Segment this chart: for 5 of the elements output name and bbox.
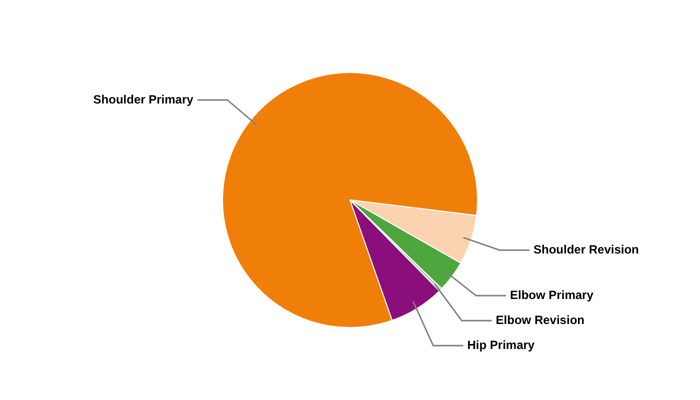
slice-label: Elbow Revision — [496, 312, 584, 327]
slice-label: Hip Primary — [467, 338, 535, 352]
slice-label: Shoulder Revision — [534, 242, 639, 256]
slice-label: Shoulder Primary — [93, 92, 194, 106]
slice-label: Elbow Primary — [510, 288, 594, 302]
